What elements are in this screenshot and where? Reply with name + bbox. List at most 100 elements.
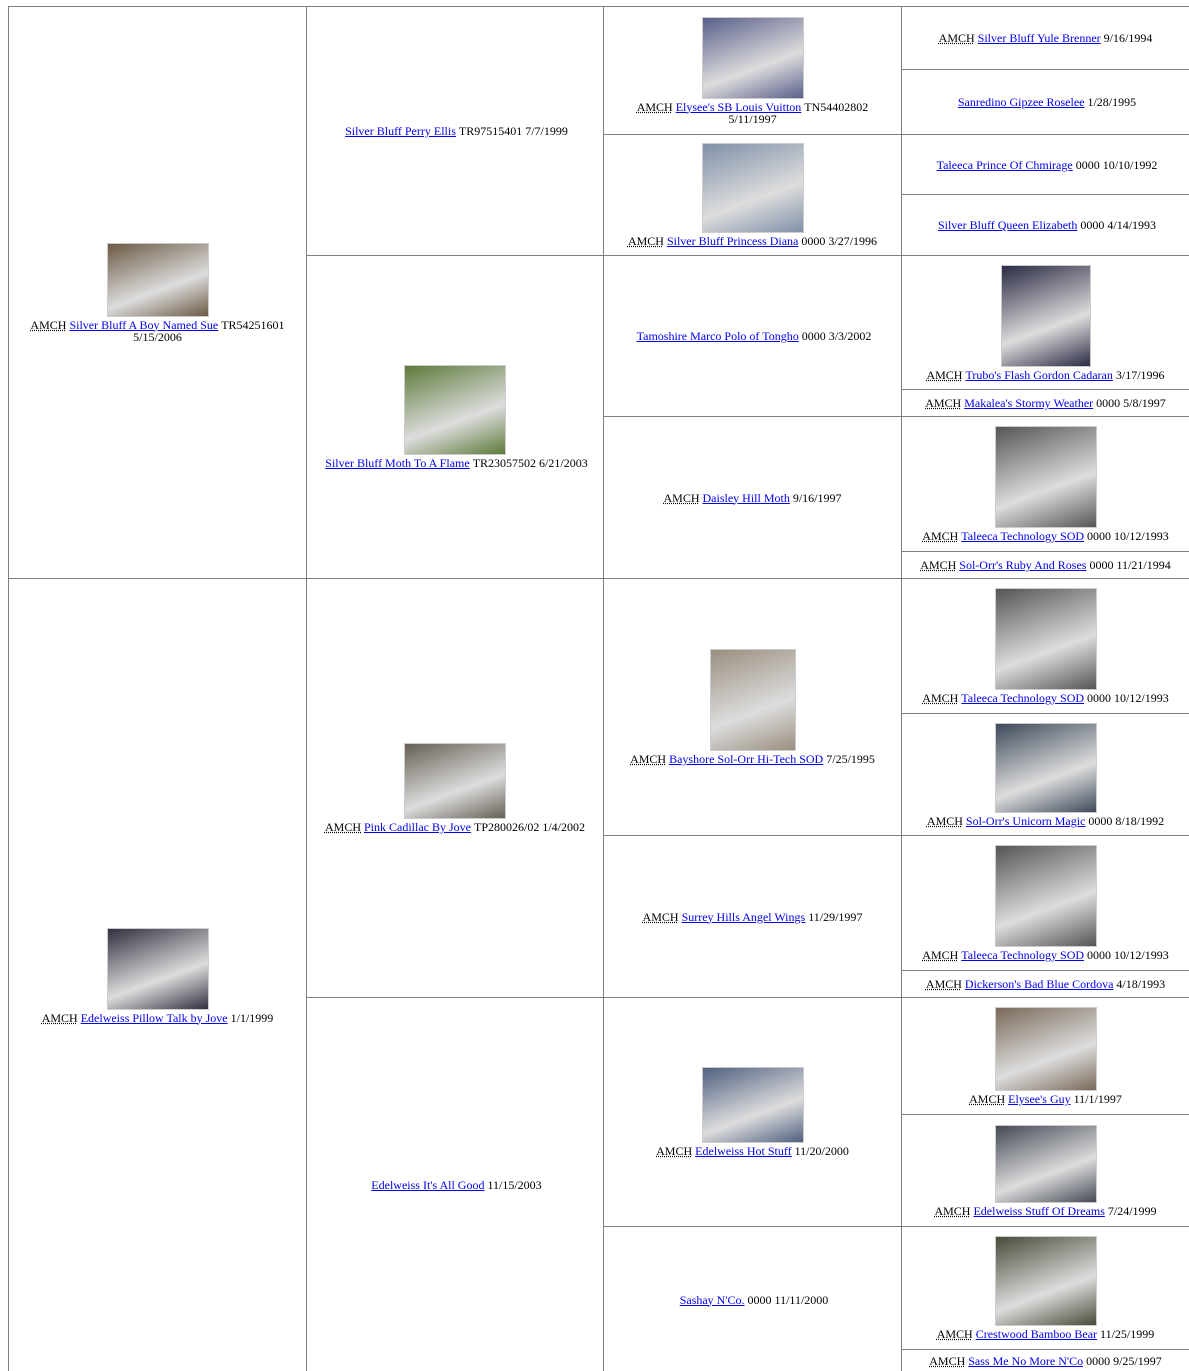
dog-link[interactable]: Sashay N'Co. bbox=[679, 1292, 745, 1307]
dog-info: TN54402802 5/11/1997 bbox=[728, 99, 869, 126]
dog-link[interactable]: Tamoshire Marco Polo of Tongho bbox=[636, 329, 799, 343]
title-abbr: AMCH bbox=[925, 396, 962, 410]
pedigree-cell: AMCH Silver Bluff Yule Brenner 9/16/1994 bbox=[901, 6, 1189, 70]
title-abbr: AMCH bbox=[922, 948, 959, 962]
title-abbr: AMCH bbox=[920, 558, 957, 572]
dog-link[interactable]: Sol-Orr's Ruby And Roses bbox=[959, 558, 1087, 572]
dog-photo bbox=[994, 426, 1097, 528]
dog-photo bbox=[701, 16, 804, 99]
dog-info: 0000 8/18/1992 bbox=[1088, 813, 1165, 828]
title-abbr: AMCH bbox=[324, 820, 361, 834]
dog-link[interactable]: Sanredino Gipzee Roselee bbox=[957, 95, 1085, 109]
title-abbr: AMCH bbox=[922, 529, 959, 543]
title-abbr: AMCH bbox=[30, 317, 67, 332]
pedigree-cell: Taleeca Prince Of Chmirage 0000 10/10/199… bbox=[901, 134, 1189, 195]
dog-entry: Tamoshire Marco Polo of Tongho 0000 3/3/2… bbox=[634, 330, 872, 342]
dog-info: 0000 5/8/1997 bbox=[1096, 396, 1166, 410]
dog-photo bbox=[709, 649, 796, 751]
dog-link[interactable]: Taleeca Technology SOD bbox=[961, 948, 1085, 962]
dog-entry: AMCH Taleeca Technology SOD 0000 10/12/199… bbox=[922, 530, 1168, 542]
dog-photo bbox=[701, 143, 804, 233]
dog-info: TP280026/02 1/4/2002 bbox=[474, 820, 586, 834]
dog-info: 7/24/1999 bbox=[1107, 1203, 1157, 1218]
dog-link[interactable]: Makalea's Stormy Weather bbox=[964, 396, 1094, 410]
dog-link[interactable]: Surrey Hills Angel Wings bbox=[681, 909, 806, 924]
dog-entry: AMCH Sass Me No More N'Co 0000 9/25/1997 bbox=[929, 1355, 1162, 1367]
pedigree-cell: AMCH Trubo's Flash Gordon Cadaran 3/17/199… bbox=[901, 255, 1189, 390]
dog-info: 11/1/1997 bbox=[1073, 1092, 1122, 1106]
dog-info: 0000 3/3/2002 bbox=[801, 329, 872, 343]
pedigree-cell: AMCH Daisley Hill Moth 9/16/1997 bbox=[603, 416, 902, 579]
dog-entry: AMCH Edelweiss Stuff Of Dreams 7/24/1999 bbox=[934, 1205, 1156, 1217]
dog-info: TR97515401 7/7/1999 bbox=[458, 124, 568, 138]
pedigree-cell: AMCH Sol-Orr's Ruby And Roses 0000 11/21/1… bbox=[901, 551, 1189, 579]
dog-info: 9/16/1994 bbox=[1103, 31, 1153, 45]
dog-entry: Edelweiss It's All Good 11/15/2003 bbox=[368, 1179, 541, 1191]
title-abbr: AMCH bbox=[938, 31, 975, 45]
dog-entry: AMCH Silver Bluff Yule Brenner 9/16/1994 bbox=[939, 32, 1153, 44]
dog-link[interactable]: Elysee's SB Louis Vuitton bbox=[675, 99, 802, 114]
dog-info: 0000 11/21/1994 bbox=[1089, 558, 1171, 572]
dog-link[interactable]: Sass Me No More N'Co bbox=[968, 1354, 1084, 1368]
dog-photo bbox=[1000, 264, 1091, 367]
pedigree-cell: AMCH Edelweiss Pillow Talk by Jove 1/1/199… bbox=[8, 578, 307, 1371]
dog-link[interactable]: Trubo's Flash Gordon Cadaran bbox=[965, 367, 1113, 382]
dog-link[interactable]: Silver Bluff Princess Diana bbox=[666, 234, 799, 248]
dog-link[interactable]: Dickerson's Bad Blue Cordova bbox=[964, 977, 1114, 991]
title-abbr: AMCH bbox=[630, 752, 667, 766]
dog-entry: Sanredino Gipzee Roselee 1/28/1995 bbox=[955, 96, 1136, 108]
dog-photo bbox=[994, 845, 1097, 947]
dog-link[interactable]: Edelweiss Pillow Talk by Jove bbox=[80, 1010, 228, 1025]
pedigree-cell: AMCH Bayshore Sol-Orr Hi-Tech SOD 7/25/199… bbox=[603, 578, 902, 836]
dog-info: 0000 10/10/1992 bbox=[1075, 157, 1158, 172]
dog-link[interactable]: Silver Bluff Moth To A Flame bbox=[325, 456, 470, 470]
dog-photo bbox=[106, 927, 209, 1010]
dog-entry: AMCH Sol-Orr's Ruby And Roses 0000 11/21/1… bbox=[920, 559, 1170, 571]
pedigree-cell: AMCH Taleeca Technology SOD 0000 10/12/199… bbox=[901, 835, 1189, 971]
pedigree-cell: AMCH Silver Bluff Princess Diana 0000 3/27… bbox=[603, 134, 902, 256]
pedigree-cell: AMCH Taleeca Technology SOD 0000 10/12/199… bbox=[901, 578, 1189, 714]
dog-link[interactable]: Taleeca Prince Of Chmirage bbox=[936, 157, 1073, 172]
pedigree-cell: Tamoshire Marco Polo of Tongho 0000 3/3/2… bbox=[603, 255, 902, 417]
dog-link[interactable]: Elysee's Guy bbox=[1008, 1092, 1071, 1106]
dog-entry: AMCH Surrey Hills Angel Wings 11/29/1997 bbox=[643, 911, 863, 923]
dog-photo bbox=[994, 1007, 1097, 1091]
title-abbr: AMCH bbox=[925, 977, 962, 991]
pedigree-cell: Silver Bluff Perry Ellis TR97515401 7/7/1… bbox=[306, 6, 604, 256]
dog-info: 0000 11/11/2000 bbox=[747, 1292, 829, 1307]
dog-link[interactable]: Taleeca Technology SOD bbox=[961, 529, 1085, 543]
dog-link[interactable]: Silver Bluff Perry Ellis bbox=[345, 124, 456, 138]
dog-link[interactable]: Sol-Orr's Unicorn Magic bbox=[965, 813, 1086, 828]
dog-info: 0000 9/25/1997 bbox=[1086, 1354, 1162, 1368]
pedigree-cell: AMCH Makalea's Stormy Weather 0000 5/8/199… bbox=[901, 389, 1189, 417]
dog-link[interactable]: Silver Bluff Queen Elizabeth bbox=[937, 218, 1078, 232]
dog-link[interactable]: Crestwood Bamboo Bear bbox=[975, 1327, 1098, 1341]
dog-link[interactable]: Daisley Hill Moth bbox=[702, 490, 790, 505]
dog-link[interactable]: Edelweiss Stuff Of Dreams bbox=[973, 1203, 1105, 1218]
pedigree-cell: Sashay N'Co. 0000 11/11/2000 bbox=[603, 1226, 902, 1371]
pedigree-cell: Silver Bluff Moth To A Flame TR23057502 6… bbox=[306, 255, 604, 579]
dog-entry: Silver Bluff Perry Ellis TR97515401 7/7/1… bbox=[342, 125, 568, 137]
dog-link[interactable]: Edelweiss It's All Good bbox=[371, 1178, 485, 1192]
dog-link[interactable]: Pink Cadillac By Jove bbox=[364, 820, 471, 834]
dog-info: TR54251601 5/15/2006 bbox=[133, 317, 285, 344]
dog-link[interactable]: Taleeca Technology SOD bbox=[961, 691, 1085, 705]
dog-entry: AMCH Elysee's Guy 11/1/1997 bbox=[969, 1093, 1122, 1105]
dog-info: TR23057502 6/21/2003 bbox=[472, 456, 588, 470]
pedigree-cell: AMCH Silver Bluff A Boy Named Sue TR542516… bbox=[8, 6, 307, 579]
dog-link[interactable]: Bayshore Sol-Orr Hi-Tech SOD bbox=[669, 752, 824, 766]
dog-link[interactable]: Edelweiss Hot Stuff bbox=[695, 1144, 792, 1158]
dog-photo bbox=[701, 1067, 804, 1143]
title-abbr: AMCH bbox=[656, 1144, 693, 1158]
dog-entry: Taleeca Prince Of Chmirage 0000 10/10/199… bbox=[934, 159, 1158, 171]
dog-info: 9/16/1997 bbox=[792, 490, 842, 505]
title-abbr: AMCH bbox=[636, 99, 673, 114]
pedigree-cell: AMCH Crestwood Bamboo Bear 11/25/1999 bbox=[901, 1226, 1189, 1350]
pedigree-cell: AMCH Pink Cadillac By Jove TP280026/02 1/4… bbox=[306, 578, 604, 998]
dog-info: 0000 10/12/1993 bbox=[1087, 691, 1169, 705]
dog-entry: AMCH Bayshore Sol-Orr Hi-Tech SOD 7/25/199… bbox=[630, 753, 875, 765]
title-abbr: AMCH bbox=[926, 367, 963, 382]
dog-link[interactable]: Silver Bluff Yule Brenner bbox=[977, 31, 1101, 45]
dog-link[interactable]: Silver Bluff A Boy Named Sue bbox=[69, 317, 219, 332]
